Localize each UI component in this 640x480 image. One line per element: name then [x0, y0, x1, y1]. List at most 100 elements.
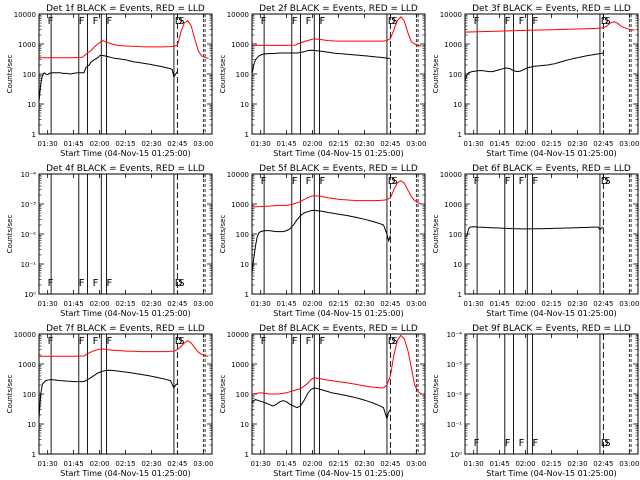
- x-tick-label: 01:30: [464, 140, 484, 148]
- flag-label: S: [391, 16, 397, 27]
- y-axis-label: Counts/sec: [6, 375, 14, 414]
- x-tick-label: 02:15: [328, 300, 348, 308]
- series-events-line: [251, 209, 391, 274]
- flag-label: F: [79, 16, 85, 27]
- x-tick-label: 02:45: [593, 460, 613, 468]
- x-tick-label: 03:00: [619, 460, 639, 468]
- x-tick-label: 02:30: [141, 460, 161, 468]
- flag-label: D: [388, 176, 396, 187]
- y-tick-label: 10⁻¹: [21, 261, 37, 269]
- series-events-line: [466, 226, 604, 238]
- x-tick-label: 01:45: [277, 140, 297, 148]
- flag-label: F: [48, 16, 54, 27]
- y-tick-label: 10: [453, 261, 462, 269]
- x-tick-label: 02:45: [167, 300, 187, 308]
- x-tick-label: 01:45: [64, 460, 84, 468]
- flag-label: F: [532, 438, 538, 449]
- flag-label: F: [93, 336, 99, 347]
- series-lld-line: [464, 21, 635, 33]
- flag-label: F: [292, 16, 298, 27]
- plot-title: Det 7f BLACK = Events, RED = LLD: [46, 324, 205, 334]
- x-tick-label: 03:00: [406, 300, 426, 308]
- x-tick-label: 02:30: [354, 460, 374, 468]
- y-tick-label: 100: [236, 71, 249, 79]
- y-tick-label: 100: [236, 391, 249, 399]
- series-lld-line: [252, 16, 422, 47]
- x-axis-label: Start Time (04-Nov-15 01:25:00): [486, 469, 616, 478]
- x-tick-label: 03:00: [406, 140, 426, 148]
- x-tick-label: 02:15: [541, 300, 561, 308]
- flag-label: D: [388, 336, 396, 347]
- flag-label: F: [306, 16, 312, 27]
- x-tick-label: 01:45: [277, 300, 297, 308]
- series-events-line: [251, 387, 391, 421]
- x-tick-label: 02:30: [567, 460, 587, 468]
- y-tick-label: 10000: [227, 331, 249, 339]
- x-tick-label: 01:45: [490, 300, 510, 308]
- x-axis-label: Start Time (04-Nov-15 01:25:00): [60, 309, 190, 318]
- y-tick-label: 10⁻⁴: [447, 331, 463, 339]
- y-tick-label: 1000: [231, 41, 249, 49]
- x-tick-label: 01:30: [38, 460, 58, 468]
- y-tick-label: 1000: [18, 41, 36, 49]
- flag-label: F: [93, 16, 99, 27]
- plot-frame: [38, 173, 213, 295]
- detector-plot-3: Det 3f BLACK = Events, RED = LLD Counts/s…: [432, 4, 639, 158]
- plot-frame: [464, 13, 639, 135]
- x-tick-label: 03:00: [619, 300, 639, 308]
- flag-label: S: [178, 278, 184, 289]
- y-tick-label: 10: [27, 101, 36, 109]
- x-tick-label: 02:00: [515, 460, 535, 468]
- series-events-line: [464, 52, 604, 81]
- flag-label: F: [48, 278, 54, 289]
- x-axis-label: Start Time (04-Nov-15 01:25:00): [60, 469, 190, 478]
- flag-label: F: [505, 176, 511, 187]
- flag-label: F: [106, 16, 112, 27]
- plot-title: Det 3f BLACK = Events, RED = LLD: [472, 4, 631, 14]
- plot-title: Det 6f BLACK = Events, RED = LLD: [472, 164, 631, 174]
- y-axis-label: Counts/sec: [219, 215, 227, 254]
- y-tick-label: 1: [32, 451, 36, 459]
- flag-label: D: [601, 438, 609, 449]
- y-axis-label: Counts/sec: [219, 55, 227, 94]
- flag-label: F: [474, 176, 480, 187]
- plot-frame: [251, 173, 426, 295]
- series-lld-line: [39, 20, 209, 59]
- series-events-line: [38, 369, 178, 419]
- y-tick-label: 1: [458, 291, 462, 299]
- flag-label: F: [106, 278, 112, 289]
- y-axis-label: Counts/sec: [6, 55, 14, 94]
- y-tick-label: 10: [240, 421, 249, 429]
- y-axis-label: Counts/sec: [432, 215, 440, 254]
- flag-label: S: [178, 16, 184, 27]
- y-tick-label: 1: [458, 131, 462, 139]
- x-tick-label: 01:30: [464, 300, 484, 308]
- series-events-line: [251, 49, 391, 75]
- x-tick-label: 02:15: [115, 460, 135, 468]
- y-tick-label: 10⁰: [450, 451, 462, 459]
- x-tick-label: 02:15: [541, 460, 561, 468]
- y-tick-label: 1: [245, 131, 249, 139]
- flag-label: F: [79, 336, 85, 347]
- flag-label: F: [474, 438, 480, 449]
- x-tick-label: 02:00: [302, 140, 322, 148]
- x-axis-label: Start Time (04-Nov-15 01:25:00): [486, 309, 616, 318]
- plot-title: Det 2f BLACK = Events, RED = LLD: [259, 4, 418, 14]
- x-tick-label: 01:45: [64, 300, 84, 308]
- y-tick-label: 10: [453, 101, 462, 109]
- flag-label: D: [601, 16, 609, 27]
- flag-label: F: [292, 336, 298, 347]
- x-tick-label: 02:00: [515, 300, 535, 308]
- y-tick-label: 1000: [231, 361, 249, 369]
- y-tick-label: 10000: [440, 11, 462, 19]
- x-tick-label: 02:00: [515, 140, 535, 148]
- x-tick-label: 02:30: [141, 140, 161, 148]
- flag-label: F: [519, 16, 525, 27]
- y-tick-label: 10000: [440, 171, 462, 179]
- flag-label: F: [505, 438, 511, 449]
- x-tick-label: 01:30: [251, 460, 271, 468]
- y-tick-label: 1000: [18, 361, 36, 369]
- x-tick-label: 02:30: [567, 140, 587, 148]
- y-tick-label: 10000: [14, 331, 36, 339]
- plot-frame: [38, 333, 213, 455]
